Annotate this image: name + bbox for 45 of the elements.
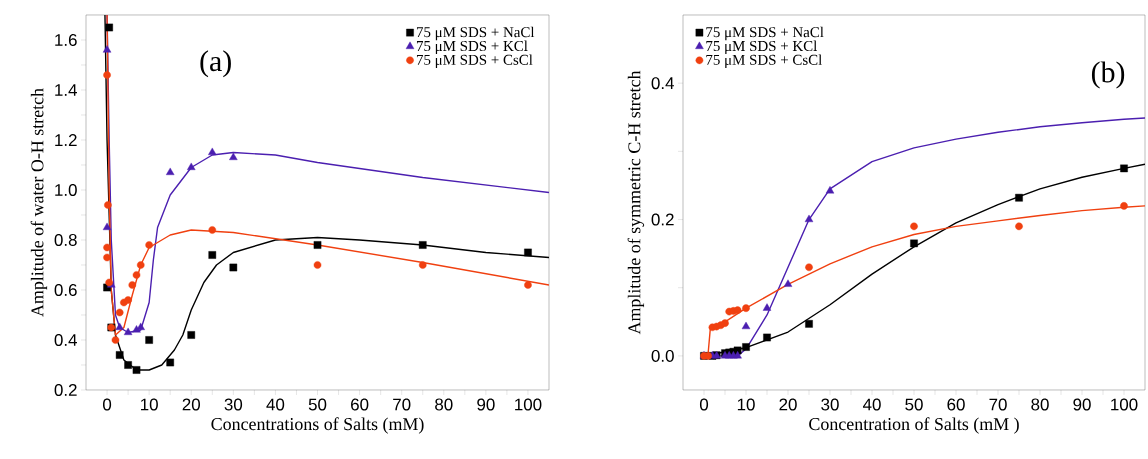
x-tick-label: 70 bbox=[989, 398, 1007, 411]
y-tick-label: 1.2 bbox=[55, 134, 77, 146]
y-tick-label: 0.2 bbox=[651, 213, 674, 226]
x-tick-label: 50 bbox=[308, 398, 327, 411]
x-tick-label: 100 bbox=[515, 398, 542, 411]
y-axis-title: Amplitude of symmetric C-H stretch bbox=[627, 70, 645, 335]
y-tick-label: 0.0 bbox=[651, 349, 674, 362]
y-tick-label: 1.6 bbox=[55, 33, 77, 46]
y-tick-label: 0.4 bbox=[54, 333, 77, 346]
legend-label: 75 μM SDS + CsCl bbox=[416, 54, 533, 68]
x-tick-label: 90 bbox=[1073, 398, 1091, 411]
x-tick-label: 40 bbox=[862, 398, 881, 411]
x-tick-label: 30 bbox=[224, 398, 243, 411]
legend-label: 75 μM SDS + NaCl bbox=[706, 26, 824, 41]
x-tick-label: 60 bbox=[947, 398, 965, 411]
annotation: (a) bbox=[200, 50, 231, 78]
legend-label: 75 μM SDS + KCl bbox=[706, 40, 818, 55]
y-tick-label: 0.8 bbox=[54, 233, 77, 246]
x-tick-label: 40 bbox=[266, 398, 285, 411]
x-tick-label: 70 bbox=[393, 398, 411, 411]
x-axis-title: Concentrations of Salts (mM) bbox=[211, 417, 424, 434]
x-tick-label: 10 bbox=[737, 398, 755, 411]
x-tick-label: 30 bbox=[821, 398, 839, 411]
x-tick-label: 80 bbox=[1031, 398, 1049, 411]
y-tick-label: 0.4 bbox=[651, 77, 674, 90]
legend-label: 75 μM SDS + CsCl bbox=[706, 54, 822, 68]
y-tick-label: 0.6 bbox=[54, 283, 77, 296]
y-tick-label: 1.4 bbox=[55, 84, 77, 96]
x-tick-label: 20 bbox=[182, 398, 200, 411]
x-tick-label: 90 bbox=[477, 398, 495, 411]
legend-label: 75 μM SDS + NaCl bbox=[416, 26, 535, 41]
y-tick-label: 0.2 bbox=[54, 383, 77, 396]
x-tick-label: 80 bbox=[435, 398, 453, 411]
y-axis-title: Amplitude of water O-H stretch bbox=[30, 88, 48, 317]
annotation: (b) bbox=[1091, 61, 1125, 89]
x-tick-label: 0 bbox=[103, 398, 112, 411]
y-tick-label: 1.0 bbox=[55, 183, 77, 196]
x-tick-label: 60 bbox=[351, 398, 369, 411]
legend-label: 75 μM SDS + KCl bbox=[416, 40, 528, 55]
x-tick-label: 100 bbox=[1111, 398, 1138, 411]
x-tick-label: 10 bbox=[141, 398, 158, 411]
x-tick-label: 50 bbox=[905, 398, 923, 411]
x-axis-title: Concentration of Salts (mM ) bbox=[809, 417, 1019, 434]
x-tick-label: 0 bbox=[699, 398, 709, 411]
x-tick-label: 20 bbox=[779, 398, 797, 411]
